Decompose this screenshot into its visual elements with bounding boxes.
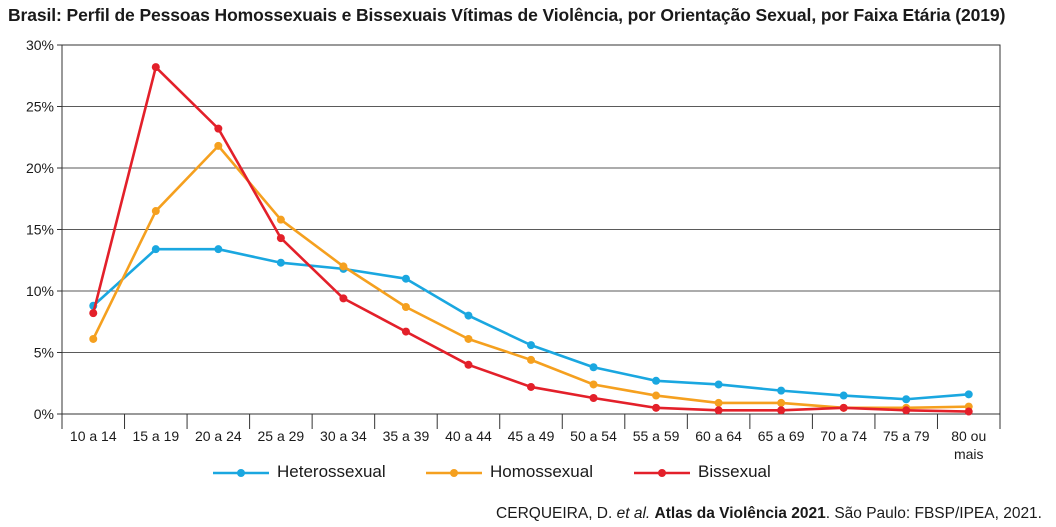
x-tick-label: 70 a 74 bbox=[820, 428, 867, 444]
legend-swatch bbox=[213, 469, 269, 477]
data-point bbox=[714, 398, 723, 407]
y-axis: 0% 5% 10% 15% 20% 25% 30% bbox=[26, 37, 62, 422]
legend-label: Heterossexual bbox=[277, 462, 386, 481]
x-tick-label: 10 a 14 bbox=[70, 428, 117, 444]
y-tick-label: 0% bbox=[34, 406, 54, 422]
data-point bbox=[464, 360, 473, 369]
data-point bbox=[214, 141, 223, 150]
series bbox=[89, 63, 973, 416]
gridlines bbox=[62, 106, 1000, 353]
data-point bbox=[589, 394, 598, 403]
legend-swatch-marker bbox=[658, 469, 666, 477]
legend-label: Bissexual bbox=[698, 462, 771, 481]
data-point bbox=[89, 334, 98, 343]
data-point bbox=[964, 407, 973, 416]
y-tick-label: 25% bbox=[26, 99, 54, 115]
y-tick-label: 30% bbox=[26, 37, 54, 53]
x-axis: 10 a 14 15 a 19 20 a 24 25 a 29 30 a 34 35 a … bbox=[61, 414, 1001, 462]
source-authors: CERQUEIRA, D. bbox=[496, 505, 617, 522]
data-point bbox=[527, 382, 535, 391]
legend-swatch-marker bbox=[237, 469, 245, 477]
x-tick-label: 45 a 49 bbox=[508, 428, 555, 444]
data-point bbox=[401, 274, 410, 283]
x-tick-label: 75 a 79 bbox=[883, 428, 930, 444]
data-point bbox=[902, 395, 911, 404]
data-point bbox=[839, 403, 848, 412]
x-tick-label: 35 a 39 bbox=[383, 428, 430, 444]
data-point bbox=[714, 380, 723, 389]
data-point bbox=[527, 355, 535, 364]
data-point bbox=[777, 386, 786, 395]
data-point bbox=[777, 398, 786, 407]
legend-swatch bbox=[634, 469, 690, 477]
series-line bbox=[92, 247, 969, 401]
data-point bbox=[276, 234, 285, 243]
x-tick-label: 55 a 59 bbox=[633, 428, 680, 444]
data-point bbox=[589, 380, 598, 389]
legend-label: Homossexual bbox=[490, 462, 593, 481]
chart-title: Brasil: Perfil de Pessoas Homossexuais e… bbox=[8, 5, 1006, 25]
data-point bbox=[401, 302, 410, 311]
legend-swatch-marker bbox=[450, 469, 458, 477]
x-tick-label: 25 a 29 bbox=[258, 428, 305, 444]
data-point bbox=[652, 403, 661, 412]
data-point bbox=[151, 245, 160, 254]
data-point bbox=[339, 262, 348, 271]
data-point bbox=[214, 124, 223, 133]
data-point bbox=[276, 215, 285, 224]
data-point bbox=[89, 309, 98, 318]
data-point bbox=[527, 341, 535, 350]
x-tick-label: 30 a 34 bbox=[320, 428, 367, 444]
data-point bbox=[151, 63, 160, 72]
x-tick-label: 40 a 44 bbox=[445, 428, 492, 444]
x-tick-label: 15 a 19 bbox=[132, 428, 179, 444]
data-point bbox=[777, 406, 786, 415]
y-tick-label: 5% bbox=[34, 345, 54, 361]
series-line bbox=[92, 144, 969, 410]
data-point bbox=[401, 327, 410, 336]
data-point bbox=[652, 391, 661, 400]
x-tick-label: 20 a 24 bbox=[195, 428, 242, 444]
legend-swatch bbox=[426, 469, 482, 477]
source-book-title: Atlas da Violência 2021 bbox=[654, 505, 826, 522]
x-tick-label: 80 ou mais bbox=[951, 428, 986, 462]
data-point bbox=[902, 406, 911, 415]
source-citation: CERQUEIRA, D. et al. Atlas da Violência … bbox=[496, 505, 1042, 523]
data-point bbox=[339, 294, 348, 303]
y-tick-label: 15% bbox=[26, 222, 54, 238]
data-point bbox=[714, 406, 723, 415]
data-point bbox=[276, 258, 285, 267]
data-point bbox=[839, 391, 848, 400]
data-point bbox=[589, 363, 598, 372]
y-tick-label: 20% bbox=[26, 160, 54, 176]
x-tick-label: 60 a 64 bbox=[695, 428, 742, 444]
y-tick-label: 10% bbox=[26, 283, 54, 299]
data-point bbox=[214, 245, 223, 254]
data-point bbox=[464, 334, 473, 343]
data-point bbox=[652, 376, 661, 385]
x-tick-label: 50 a 54 bbox=[570, 428, 617, 444]
source-etal: et al. bbox=[616, 505, 651, 522]
data-point bbox=[464, 311, 473, 320]
source-publisher: . São Paulo: FBSP/IPEA, 2021. bbox=[825, 505, 1042, 522]
x-tick-label: 65 a 69 bbox=[758, 428, 805, 444]
data-point bbox=[151, 207, 160, 216]
data-point bbox=[964, 390, 973, 399]
